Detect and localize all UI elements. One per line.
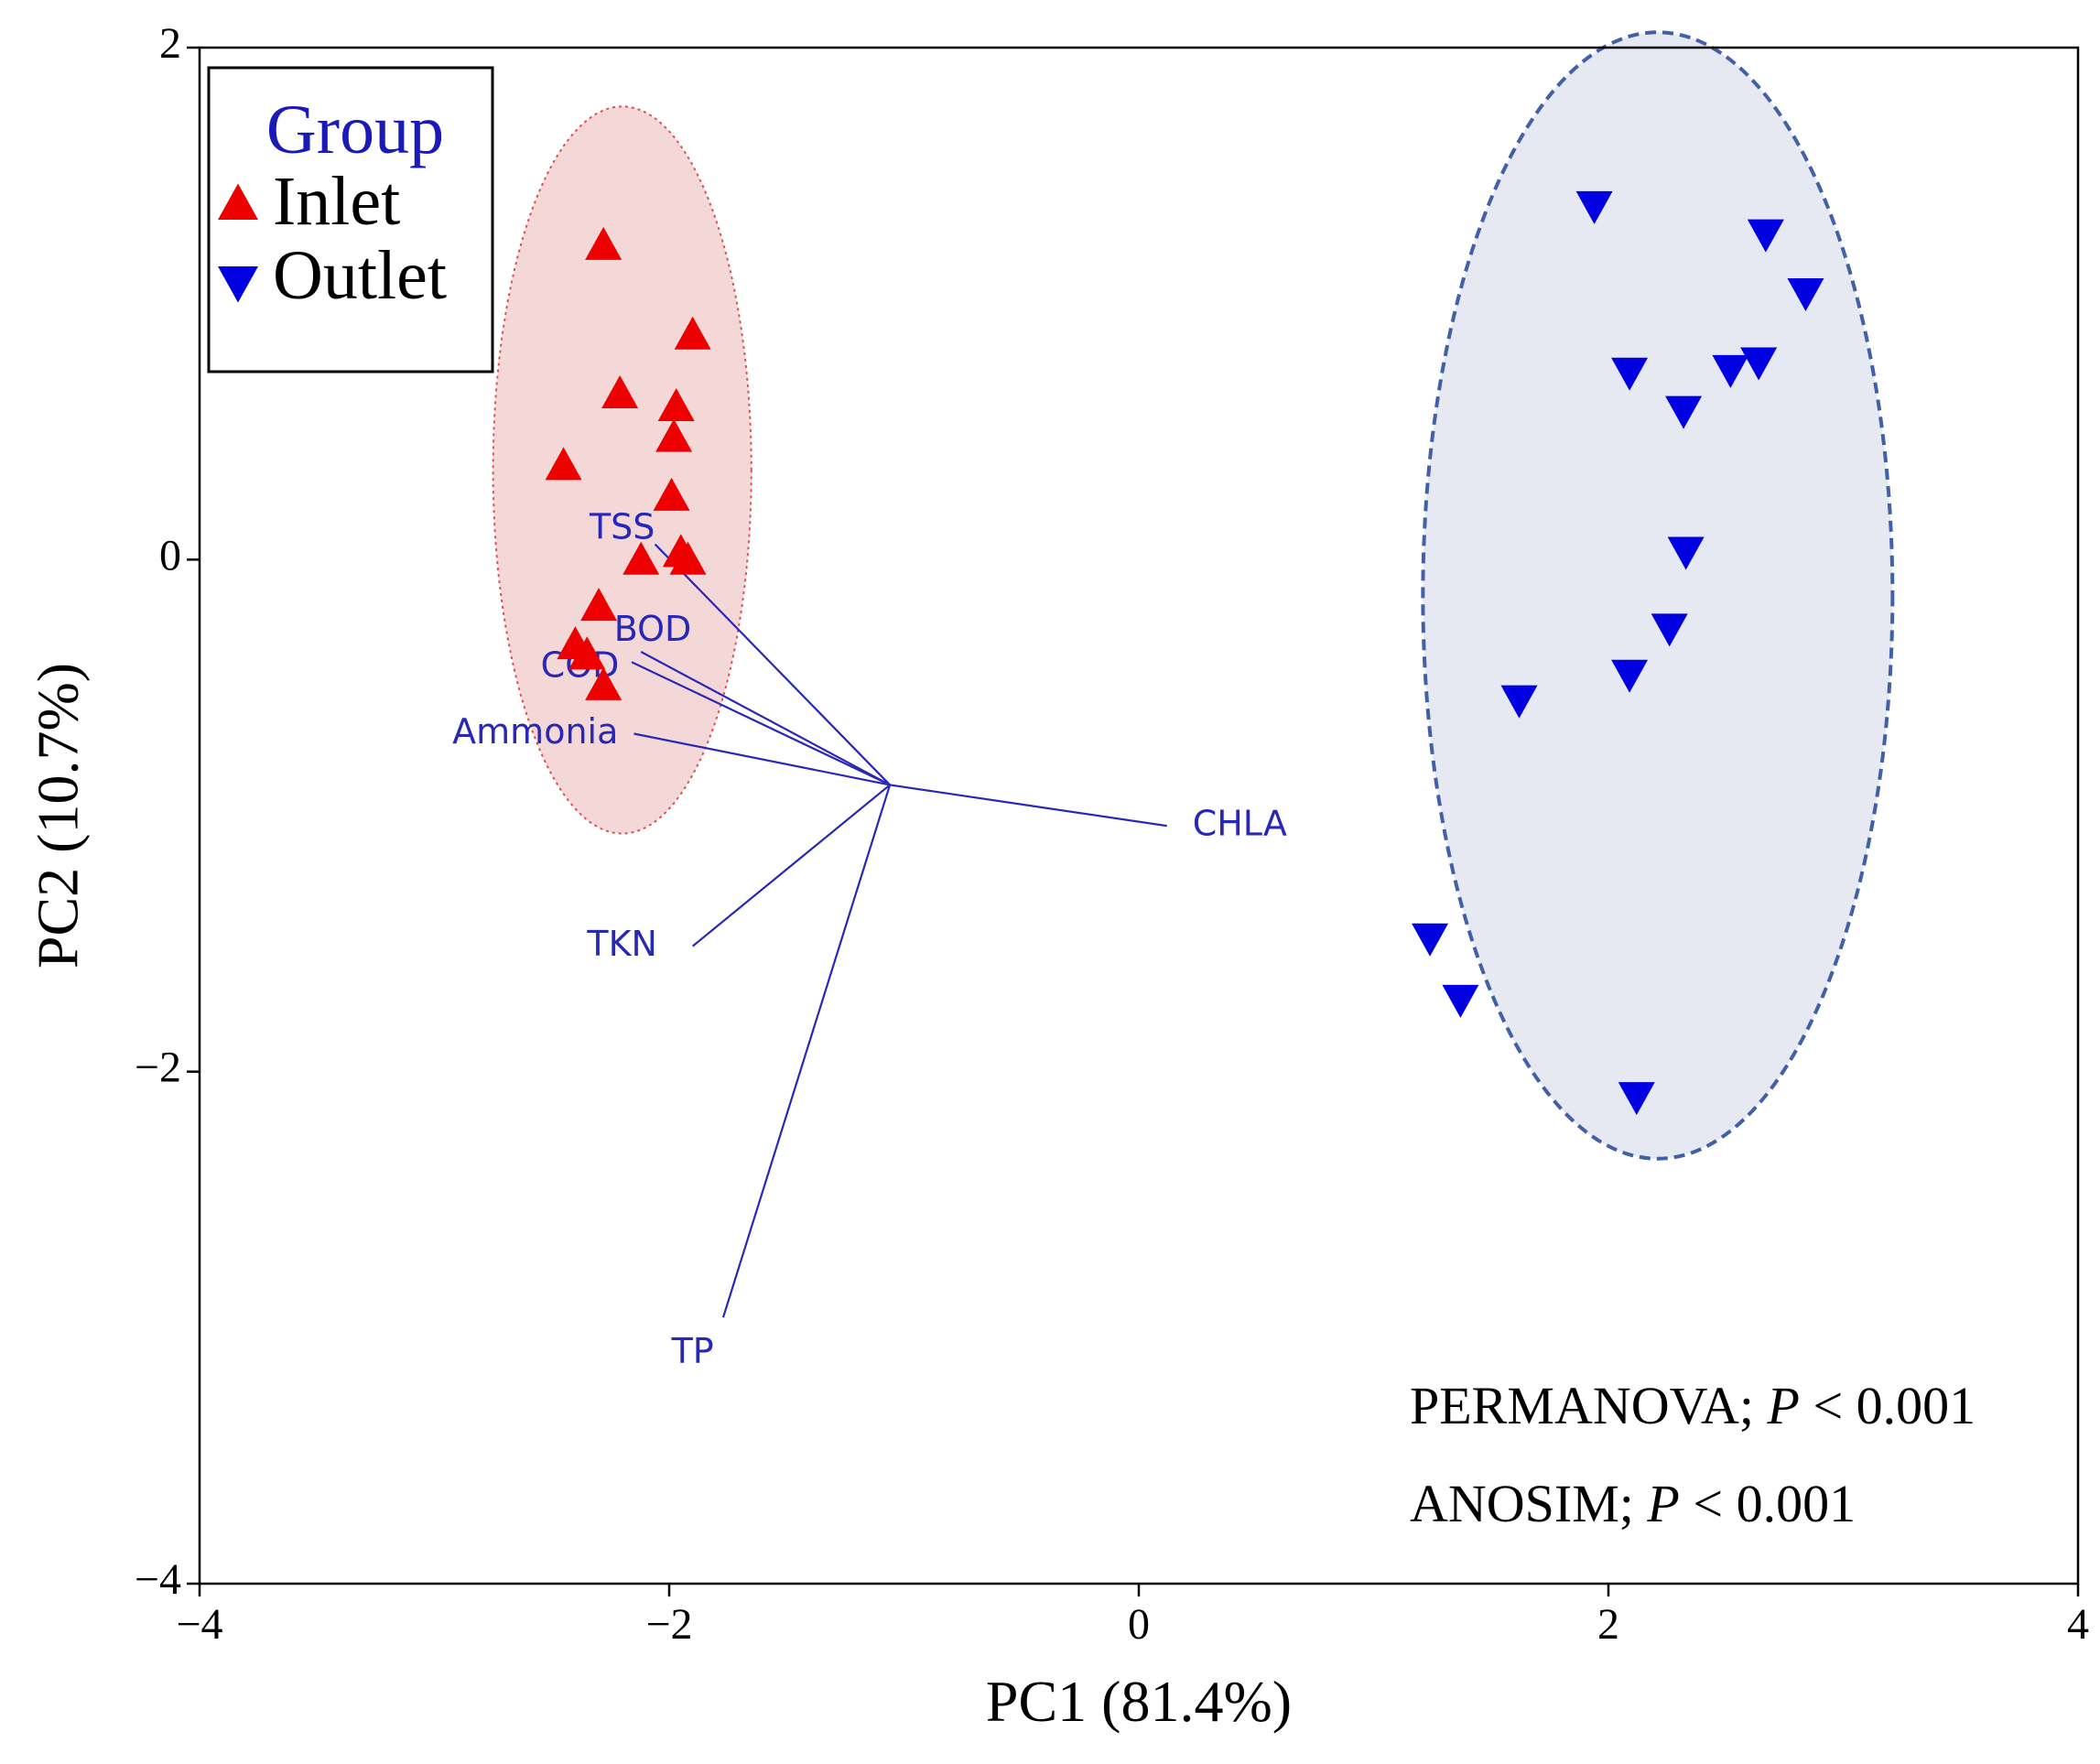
point-inlet-2 [674, 316, 711, 350]
annotation-2: ANOSIM; P < 0.001 [1410, 1474, 1856, 1533]
y-tick-label-2: −2 [135, 1044, 181, 1092]
loading-line-chla [889, 784, 1167, 828]
point-inlet-5 [655, 418, 693, 452]
y-tick-label-3: 0 [159, 531, 181, 579]
x-tick-label-5: 4 [2067, 1600, 2089, 1649]
y-tick-label-4: 2 [159, 19, 181, 68]
legend-label-outlet: Outlet [273, 237, 447, 314]
point-outlet-10 [1611, 659, 1649, 693]
annotation-2-p: P [1646, 1474, 1679, 1533]
loading-line-bod [640, 651, 891, 786]
loading-vectors: TSSBODCODAmmoniaCHLATKNTP [452, 506, 1287, 1371]
axes: −4 −2 0 2 4 −4 −2 0 2 PC1 (81.4%) PC2 (10.7%) [26, 19, 2089, 1734]
loading-label-tp: TP [671, 1331, 714, 1371]
annotation-1-test: PERMANOVA; [1410, 1376, 1768, 1435]
point-inlet-14 [585, 666, 622, 700]
point-inlet-7 [653, 477, 690, 511]
loading-label-tss: TSS [589, 506, 655, 547]
ellipse-inlet [492, 105, 752, 835]
legend-marker-inlet [218, 183, 258, 221]
point-outlet-9 [1651, 613, 1688, 647]
point-inlet-11 [580, 588, 618, 622]
point-inlet-13 [568, 636, 606, 670]
annotation-2-value: < 0.001 [1680, 1474, 1856, 1533]
point-inlet-8 [622, 541, 660, 575]
annotation-2-test: ANOSIM; [1410, 1474, 1647, 1533]
loading-line-tss [654, 543, 891, 786]
y-tick-label-1: −4 [135, 1555, 181, 1604]
loading-label-tkn: TKN [586, 924, 657, 964]
point-outlet-13 [1442, 984, 1479, 1018]
data-points [545, 190, 1824, 1116]
loading-line-cod [631, 661, 891, 786]
point-inlet-1 [585, 226, 622, 260]
point-outlet-12 [1412, 923, 1449, 957]
loading-line-tkn [691, 784, 891, 947]
y-axis-label: PC2 (10.7%) [26, 663, 91, 969]
legend-marker-outlet [218, 265, 258, 303]
x-axis-label: PC1 (81.4%) [986, 1669, 1292, 1734]
loading-label-bod: BOD [614, 609, 692, 649]
point-inlet-4 [657, 388, 695, 422]
point-outlet-1 [1575, 190, 1613, 224]
loading-label-chla: CHLA [1193, 804, 1287, 844]
legend-label-inlet: Inlet [273, 163, 400, 240]
ellipse-outlet [1421, 30, 1895, 1161]
point-outlet-6 [1740, 347, 1778, 381]
loading-label-ammonia: Ammonia [452, 711, 618, 752]
point-inlet-6 [545, 447, 582, 481]
annotation-1-p: P [1767, 1376, 1800, 1435]
point-outlet-4 [1611, 357, 1649, 391]
annotation-1-value: < 0.001 [1800, 1376, 1976, 1435]
annotation-1: PERMANOVA; P < 0.001 [1410, 1376, 1976, 1435]
x-tick-label-1: −4 [176, 1600, 222, 1649]
point-inlet-10 [669, 541, 707, 575]
x-tick-label-2: −2 [645, 1600, 692, 1649]
x-tick-label-4: 2 [1597, 1600, 1619, 1649]
point-inlet-3 [601, 375, 639, 409]
point-outlet-2 [1747, 219, 1784, 253]
point-outlet-7 [1665, 395, 1703, 429]
point-outlet-3 [1787, 278, 1824, 312]
point-outlet-8 [1667, 536, 1705, 570]
loading-line-tp [721, 785, 892, 1318]
point-outlet-11 [1500, 685, 1538, 719]
point-outlet-5 [1712, 354, 1749, 388]
loading-line-ammonia [633, 732, 891, 786]
group-ellipses [492, 30, 1895, 1161]
x-tick-label-3: 0 [1128, 1600, 1150, 1649]
point-outlet-14 [1618, 1082, 1655, 1116]
legend-title: Group [266, 92, 444, 168]
